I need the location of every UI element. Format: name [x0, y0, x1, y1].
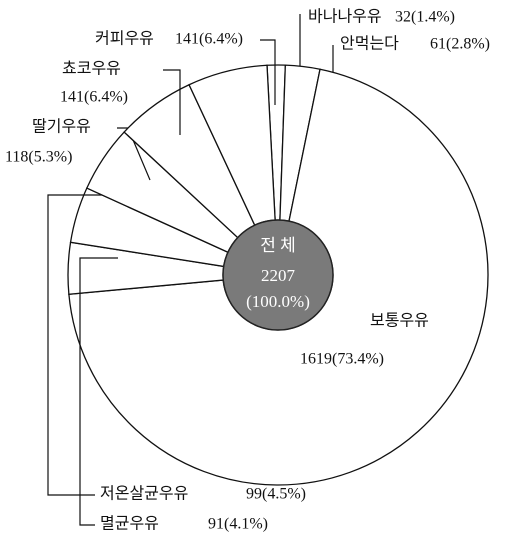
- slice-name: 쵸코우유: [62, 60, 121, 78]
- slice-name: 멸균우유: [100, 515, 159, 533]
- value-label: 99(4.5%): [246, 486, 306, 503]
- center-label: 전 체: [260, 236, 296, 255]
- slice-name: 커피우유: [95, 30, 154, 48]
- slice-name: 딸기우유: [32, 118, 91, 136]
- slice-name: 저온살균우유: [100, 485, 188, 503]
- leader-line: [163, 69, 181, 135]
- value-label: 32(1.4%): [395, 9, 455, 26]
- value-label: 141(6.4%): [60, 89, 128, 106]
- value-label: 61(2.8%): [430, 36, 490, 53]
- value-label: 1619(73.4%): [300, 351, 384, 368]
- slice-name: 바나나우유: [308, 8, 382, 26]
- slice-name: 안먹는다: [340, 35, 399, 53]
- value-label: 141(6.4%): [175, 31, 243, 48]
- leader-line: [260, 39, 276, 105]
- leader-line: [47, 194, 118, 496]
- leader-line: [79, 257, 118, 526]
- center-label: 2207: [261, 266, 296, 285]
- center-circle: [222, 219, 334, 331]
- slice-name: 보통우유: [370, 312, 429, 330]
- value-label: 118(5.3%): [5, 149, 72, 166]
- value-label: 91(4.1%): [208, 516, 268, 533]
- center-label: (100.0%): [246, 292, 310, 311]
- center: 전 체 2207 (100.0%): [222, 219, 334, 331]
